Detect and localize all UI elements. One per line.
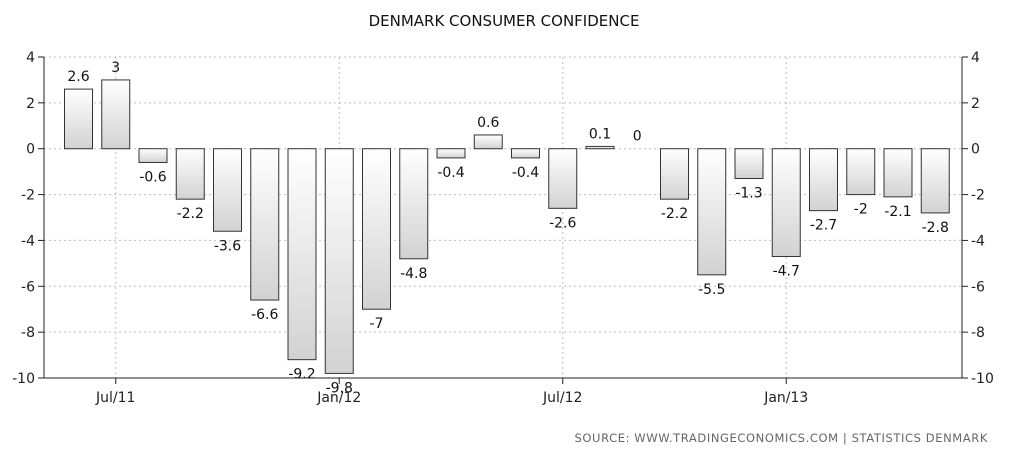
chart-title: DENMARK CONSUMER CONFIDENCE (369, 12, 640, 30)
y-tick-label-right: 4 (971, 50, 980, 66)
x-tick-label: Jan/12 (316, 390, 361, 406)
bar (920, 148, 950, 214)
y-tick-label-left: 0 (26, 142, 35, 158)
x-tick-label: Jul/11 (95, 390, 135, 406)
bar (548, 148, 578, 209)
bar (101, 79, 131, 150)
bar (697, 148, 727, 276)
y-tick-label-right: -4 (971, 233, 985, 249)
bar (846, 148, 876, 196)
y-tick-label-right: -6 (971, 279, 985, 295)
y-tick-label-right: -10 (971, 371, 994, 387)
data-label: -0.6 (139, 169, 166, 185)
y-axis-right: 4 2 0 -2 -4 -6 -8 -10 (962, 50, 994, 387)
data-label: -2.8 (922, 220, 949, 236)
bars (64, 79, 950, 374)
bar (399, 148, 429, 260)
x-axis: Jul/11 Jan/12 Jul/12 Jan/13 (95, 378, 808, 406)
y-tick-label-right: -2 (971, 188, 985, 204)
bar (436, 148, 466, 159)
y-axis-left: 4 2 0 -2 -4 -6 -8 -10 (12, 50, 44, 387)
y-tick-label-left: -4 (21, 233, 35, 249)
source-text: SOURCE: WWW.TRADINGECONOMICS.COM | STATI… (575, 431, 989, 445)
bar (473, 134, 503, 150)
y-tick-label-left: -8 (21, 325, 35, 341)
bar (585, 145, 615, 150)
data-label: -2.2 (661, 206, 688, 222)
data-label: 0.6 (477, 115, 499, 131)
data-label: -9.8 (326, 380, 353, 396)
data-label: -9.2 (288, 367, 315, 383)
data-label: -5.5 (698, 282, 725, 298)
y-tick-label-left: 4 (26, 50, 35, 66)
y-tick-label-right: 2 (971, 96, 980, 112)
bar (771, 148, 801, 257)
data-label: -0.4 (512, 165, 539, 181)
data-label: -0.4 (437, 165, 464, 181)
data-label: 3 (111, 60, 120, 76)
bar (883, 148, 913, 198)
axes (43, 57, 963, 379)
bar (362, 148, 391, 310)
data-label: -2.6 (549, 215, 576, 231)
data-label: -2 (854, 202, 868, 218)
bar (175, 148, 205, 200)
bar (213, 148, 242, 232)
bar (138, 148, 168, 163)
y-tick-label-left: -2 (21, 188, 35, 204)
data-label: -2.2 (177, 206, 204, 222)
y-tick-label-right: -8 (971, 325, 985, 341)
data-label: 2.6 (67, 69, 89, 85)
data-label: 0 (633, 129, 642, 145)
data-label: -2.1 (884, 204, 911, 220)
x-tick-label: Jan/13 (763, 390, 808, 406)
data-label: -4.8 (400, 266, 427, 282)
data-label: -4.7 (773, 263, 800, 279)
y-tick-label-left: -10 (12, 371, 35, 387)
x-tick-label: Jul/12 (542, 390, 582, 406)
y-tick-label-left: 2 (26, 96, 35, 112)
bar (250, 148, 280, 301)
data-labels: 2.6 3 -0.6 -2.2 -3.6 -6.6 -9.2 -9.8 -7 -4.8 -0.4 0.… (67, 60, 949, 396)
y-tick-label-left: -6 (21, 279, 35, 295)
data-label: 0.1 (589, 126, 611, 142)
bar (64, 88, 93, 150)
data-label: -7 (370, 316, 384, 332)
bar (287, 148, 317, 361)
data-label: -3.6 (214, 238, 241, 254)
bar (511, 148, 540, 159)
bar (809, 148, 838, 212)
y-tick-label-right: 0 (971, 142, 980, 158)
data-label: -2.7 (810, 218, 837, 234)
bar (660, 148, 689, 200)
data-label: -6.6 (251, 307, 278, 323)
bar (734, 148, 764, 180)
bar (324, 148, 354, 374)
data-label: -1.3 (735, 186, 762, 202)
